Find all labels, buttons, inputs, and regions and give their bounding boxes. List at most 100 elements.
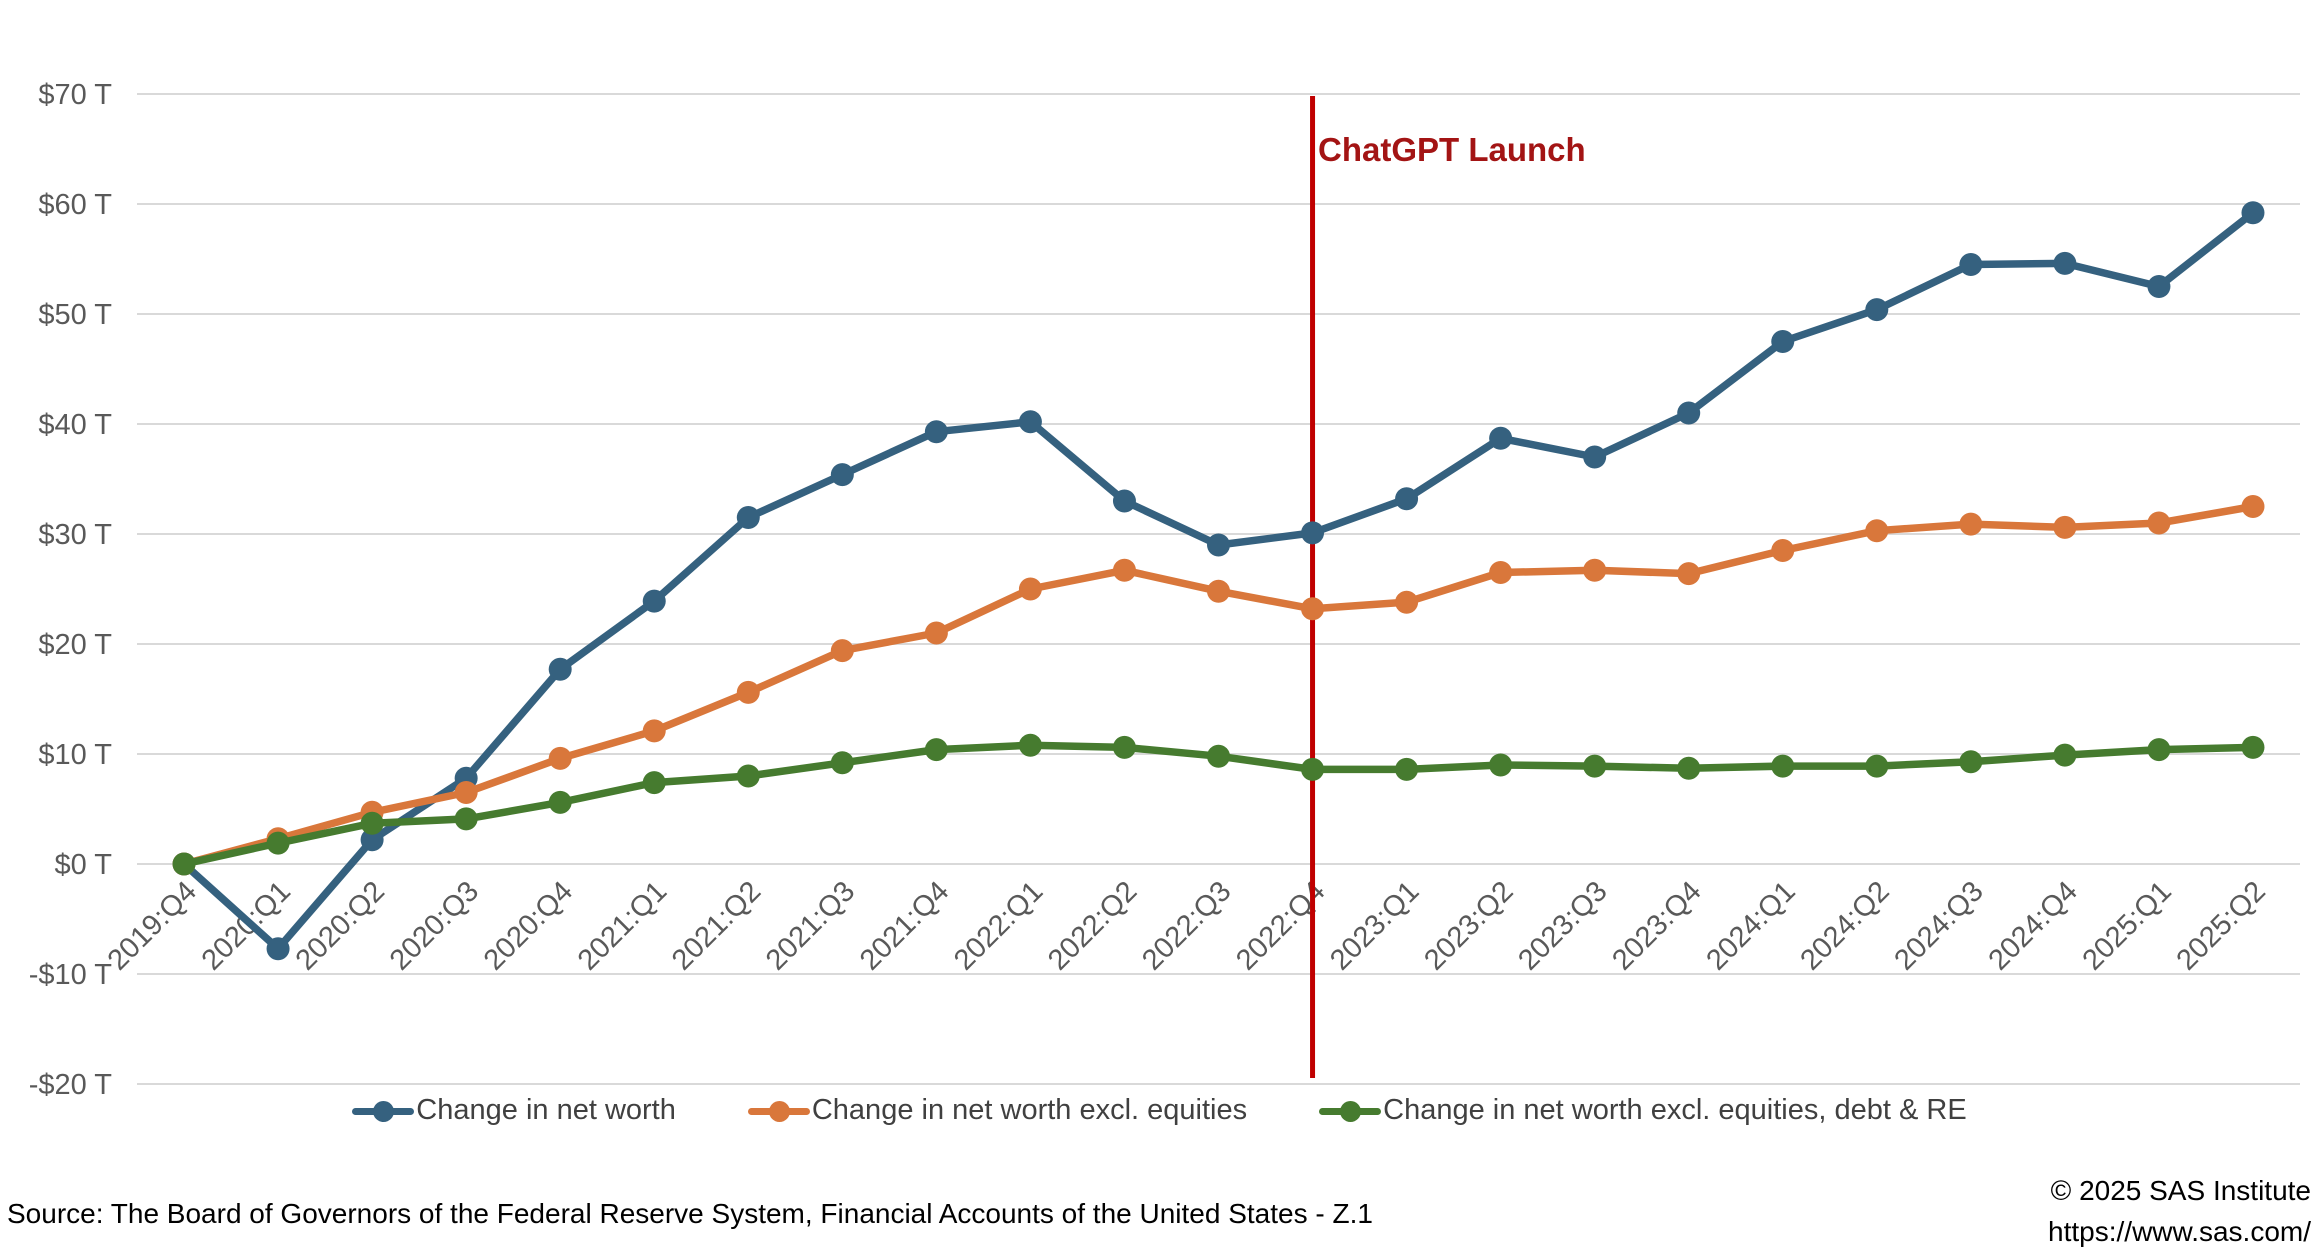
data-point <box>830 463 854 487</box>
data-point <box>1959 750 1983 774</box>
data-point <box>1959 253 1983 276</box>
y-axis-label: $30 T <box>38 519 112 551</box>
data-point <box>548 657 572 681</box>
data-point <box>1489 561 1513 584</box>
data-point <box>1865 519 1889 543</box>
data-point <box>2053 515 2077 539</box>
data-point <box>642 589 666 613</box>
data-point <box>1865 298 1889 322</box>
legend-marker-excl-equities-debt-re-icon <box>1319 1099 1382 1123</box>
data-point <box>2053 743 2077 767</box>
x-axis-label: 2020:Q4 <box>478 875 579 976</box>
source-text: Source: The Board of Governors of the Fe… <box>7 1198 1373 1229</box>
data-point <box>1207 533 1230 557</box>
data-point <box>1583 445 1607 469</box>
data-point <box>1677 401 1701 425</box>
data-point <box>1301 757 1325 781</box>
data-point <box>1018 577 1042 601</box>
legend-label-net-worth: Change in net worth <box>416 1094 676 1126</box>
data-point <box>1301 521 1325 545</box>
x-axis-label: 2024:Q3 <box>1888 875 1989 976</box>
data-point <box>1395 487 1419 511</box>
x-axis-label: 2023:Q4 <box>1606 875 1707 976</box>
data-point <box>1583 754 1607 778</box>
data-point <box>172 852 196 876</box>
data-point <box>360 828 384 852</box>
x-axis-label: 2021:Q3 <box>760 875 861 976</box>
x-axis-label: 2024:Q2 <box>1794 875 1895 976</box>
legend-item-excl-equities-debt-re: Change in net worth excl. equities, debt… <box>1319 1094 1967 1127</box>
data-point <box>1771 330 1795 353</box>
data-point <box>736 680 760 704</box>
data-point <box>1489 753 1513 777</box>
data-point <box>1771 754 1795 778</box>
data-point <box>1395 757 1419 781</box>
data-point <box>1207 744 1230 768</box>
y-axis-label: $10 T <box>38 739 112 771</box>
data-point <box>266 831 290 855</box>
x-axis-label: 2020:Q3 <box>384 875 485 976</box>
data-point <box>266 937 290 961</box>
x-axis-label: 2022:Q4 <box>1230 875 1331 976</box>
y-axis-label: $20 T <box>38 629 112 661</box>
legend-item-net-worth: Change in net worth <box>352 1094 676 1127</box>
copyright-line: © 2025 SAS Institute <box>2050 1175 2311 1206</box>
copyright-url: https://www.sas.com/ <box>2048 1216 2311 1247</box>
data-point <box>2241 735 2265 759</box>
x-axis-label: 2023:Q1 <box>1324 875 1425 976</box>
legend-label-excl-equities: Change in net worth excl. equities <box>811 1094 1248 1126</box>
legend-label-excl-equities-debt-re: Change in net worth excl. equities, debt… <box>1383 1094 1967 1126</box>
data-point <box>2147 738 2171 762</box>
data-point <box>360 811 384 835</box>
x-axis-label: 2021:Q2 <box>666 875 767 976</box>
x-axis-label: 2024:Q4 <box>1983 875 2084 976</box>
x-axis-label: 2023:Q2 <box>1418 875 1519 976</box>
legend-marker-excl-equities-icon <box>747 1099 810 1123</box>
x-axis-label: 2023:Q3 <box>1512 875 1613 976</box>
copyright: © 2025 SAS Institute https://www.sas.com… <box>2048 1170 2311 1252</box>
data-point <box>2053 251 2077 275</box>
x-axis-label: 2021:Q1 <box>572 875 673 976</box>
x-axis-label: 2021:Q4 <box>854 875 955 976</box>
data-point <box>1207 579 1230 603</box>
y-axis-label: $70 T <box>38 79 112 111</box>
legend-marker-net-worth-icon <box>352 1099 415 1123</box>
y-axis-label: $0 T <box>54 849 112 881</box>
data-point <box>548 746 572 770</box>
data-point <box>454 807 478 831</box>
x-axis-label: 2020:Q2 <box>290 875 391 976</box>
x-axis-label: 2022:Q2 <box>1042 875 1143 976</box>
y-axis-label: $50 T <box>38 299 112 331</box>
data-point <box>1959 512 1983 536</box>
chatgpt-launch-annotation: ChatGPT Launch <box>1318 131 1586 168</box>
x-axis-label: 2022:Q1 <box>948 875 1049 976</box>
data-point <box>1865 754 1889 778</box>
data-point <box>830 639 854 663</box>
data-point <box>1018 410 1042 434</box>
data-point <box>1583 558 1607 582</box>
data-point <box>2241 201 2265 225</box>
data-point <box>924 738 948 762</box>
data-point <box>2147 275 2171 298</box>
data-point <box>1771 539 1795 562</box>
data-point <box>1112 735 1136 759</box>
y-axis-label: $40 T <box>38 409 112 441</box>
data-point <box>548 790 572 814</box>
x-axis-label: 2025:Q1 <box>2077 875 2178 976</box>
x-axis-label: 2019:Q4 <box>102 875 203 976</box>
data-point <box>1112 489 1136 513</box>
x-axis-label: 2025:Q2 <box>2171 875 2272 976</box>
data-point <box>736 764 760 788</box>
data-point <box>1112 558 1136 582</box>
data-point <box>1301 597 1325 621</box>
data-point <box>1489 426 1513 450</box>
data-point <box>454 781 478 804</box>
data-point <box>642 719 666 743</box>
x-axis-label: 2024:Q1 <box>1700 875 1801 976</box>
legend: Change in net worth Change in net worth … <box>0 1094 2319 1127</box>
y-axis-label: -$20 T <box>29 1069 113 1101</box>
data-point <box>1677 562 1701 586</box>
y-axis-label: $60 T <box>38 189 112 221</box>
y-axis-label: -$10 T <box>29 959 113 991</box>
